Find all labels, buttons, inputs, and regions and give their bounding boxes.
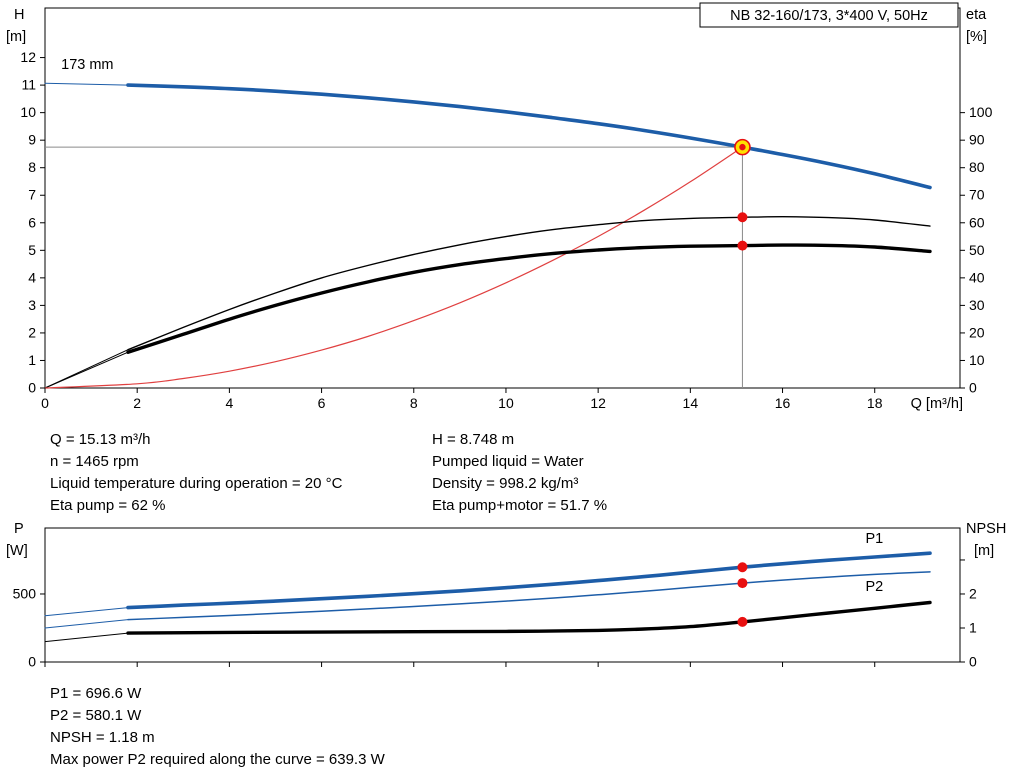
duty-info-left: Q = 15.13 m³/h n = 1465 rpm Liquid tempe… (50, 429, 342, 517)
p1-curve-leadin (44, 607, 129, 617)
y-right-tick-label: 1 (969, 619, 977, 635)
y-left-axis-title: [m] (6, 29, 26, 45)
y-left-tick-label: 0 (28, 380, 36, 396)
y-left-tick-label: 4 (28, 269, 36, 285)
p2-curve-leadin (44, 619, 129, 629)
y-right-tick-label: 30 (969, 297, 985, 313)
head-curve-leadin (44, 82, 129, 86)
y-right-tick-label: 60 (969, 214, 985, 230)
info-pumped-liquid: Pumped liquid = Water (432, 453, 584, 470)
p2-point (737, 578, 748, 589)
y-left-tick-label: 12 (20, 49, 36, 65)
plot-frame (44, 7, 961, 389)
y-right-axis-title: NPSH (966, 521, 1006, 537)
y-right-tick-label: 70 (969, 187, 985, 203)
plot-frame (44, 527, 961, 663)
info-p2: P2 = 580.1 W (50, 707, 142, 724)
impeller-diameter-label: 173 mm (61, 57, 113, 73)
y-left-tick-label: 0 (28, 654, 36, 670)
y-right-tick-label: 2 (969, 585, 977, 601)
y-right-tick-label: 20 (969, 324, 985, 340)
y-left-tick-label: 5 (28, 242, 36, 258)
p1-curve (126, 551, 932, 610)
p1-curve-label: P1 (866, 531, 884, 547)
y-right-tick-label: 80 (969, 159, 985, 175)
y-left-tick-label: 8 (28, 159, 36, 175)
y-left-tick-label: 1 (28, 352, 36, 368)
x-tick-label: 12 (590, 395, 606, 411)
x-tick-label: 18 (867, 395, 883, 411)
y-left-tick-label: 11 (21, 77, 36, 93)
info-p1: P1 = 696.6 W (50, 685, 142, 702)
eta-pump-motor-leadin (44, 351, 129, 389)
power-npsh-chart: 0 500 0 1 2 P [W] NPSH [m] P1 P2 (6, 521, 1006, 670)
system-curve (44, 146, 743, 389)
x-tick-label: 10 (498, 395, 514, 411)
x-axis-title: Q [m³/h] (911, 396, 963, 412)
head-curve (126, 83, 932, 190)
npsh-point (737, 616, 748, 627)
info-speed: n = 1465 rpm (50, 453, 139, 470)
x-tick-label: 6 (318, 395, 326, 411)
y-left-tick-label: 2 (28, 324, 36, 340)
y-right-axis-title: eta (966, 7, 987, 23)
info-eta-pump-motor: Eta pump+motor = 51.7 % (432, 497, 608, 514)
y-left-tick-label: 7 (28, 187, 36, 203)
power-info-block: P1 = 696.6 W P2 = 580.1 W NPSH = 1.18 m … (50, 683, 385, 771)
eta-pump-curve (127, 216, 931, 351)
x-tick-label: 16 (775, 395, 791, 411)
eta-pump-point (737, 212, 748, 223)
y-right-tick-label: 40 (969, 269, 985, 285)
info-max-power: Max power P2 required along the curve = … (50, 751, 385, 768)
info-flow: Q = 15.13 m³/h (50, 431, 151, 448)
duty-point[interactable] (734, 138, 751, 156)
y-left-tick-label: 9 (28, 132, 36, 148)
p2-curve (127, 571, 931, 621)
y-left-tick-label: 3 (28, 297, 36, 313)
chart-title: NB 32-160/173, 3*400 V, 50Hz (730, 8, 928, 24)
y-left-axis-title: H (14, 7, 24, 23)
y-left-axis-title: [W] (6, 543, 28, 559)
x-tick-label: 14 (683, 395, 699, 411)
y-right-tick-label: 100 (969, 104, 993, 120)
x-tick-label: 0 (41, 395, 49, 411)
npsh-curve-leadin (44, 632, 129, 643)
p1-point (737, 562, 748, 573)
y-left-axis-title: P (14, 521, 24, 537)
info-liquid-temperature: Liquid temperature during operation = 20… (50, 475, 343, 492)
info-eta-pump: Eta pump = 62 % (50, 497, 166, 514)
npsh-curve (126, 600, 932, 635)
y-right-tick-label: 50 (969, 242, 985, 258)
p2-curve-label: P2 (866, 579, 884, 595)
y-left-tick-label: 10 (20, 104, 36, 120)
y-right-tick-label: 0 (969, 654, 977, 670)
x-tick-label: 8 (410, 395, 418, 411)
chart-title-box: NB 32-160/173, 3*400 V, 50Hz (699, 2, 959, 28)
y-left-tick-label: 500 (13, 585, 37, 601)
y-right-axis-title: [%] (966, 29, 987, 45)
info-npsh: NPSH = 1.18 m (50, 729, 155, 746)
info-head: H = 8.748 m (432, 431, 515, 448)
x-tick-label: 2 (133, 395, 141, 411)
duty-info-right: H = 8.748 m Pumped liquid = Water Densit… (432, 429, 607, 517)
y-right-tick-label: 90 (969, 132, 985, 148)
eta-pump-motor-curve (126, 243, 932, 354)
info-density: Density = 998.2 kg/m³ (432, 475, 579, 492)
y-right-tick-label: 10 (969, 352, 985, 368)
x-tick-label: 4 (225, 395, 233, 411)
y-left-tick-label: 6 (28, 214, 36, 230)
y-right-axis-title: [m] (974, 543, 994, 559)
eta-pump-motor-point (737, 240, 748, 251)
y-right-tick-label: 0 (969, 380, 977, 396)
